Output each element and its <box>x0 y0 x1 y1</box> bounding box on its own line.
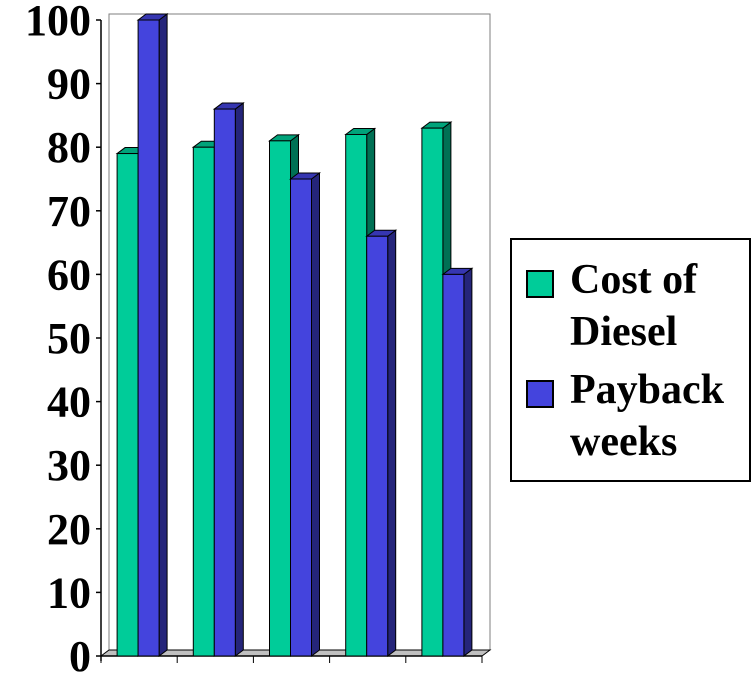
bar-payback-weeks <box>213 108 236 657</box>
y-tick-label: 30 <box>47 441 91 490</box>
bar-payback-weeks <box>366 235 389 657</box>
y-tick-label: 50 <box>47 314 91 363</box>
bar-cost-of-diesel <box>345 133 368 657</box>
legend-swatch-cost-of-diesel <box>526 270 554 298</box>
y-tick-label: 60 <box>47 250 91 299</box>
legend-label-cost-of-diesel: Cost of Diesel <box>570 257 698 355</box>
legend-label-payback-weeks: Payback weeks <box>570 367 725 465</box>
y-tick-label: 100 <box>25 0 91 45</box>
y-tick-label: 90 <box>47 60 91 109</box>
bar-side-payback-weeks <box>158 13 168 657</box>
bar-side-payback-weeks <box>311 172 320 657</box>
y-tick-label: 10 <box>47 568 91 617</box>
bar-side-payback-weeks <box>463 267 473 657</box>
bar-side-payback-weeks <box>387 229 397 657</box>
y-tick-label: 70 <box>47 187 91 236</box>
y-tick-label: 0 <box>69 632 91 677</box>
bar-cost-of-diesel <box>116 153 139 657</box>
y-tick-label: 20 <box>47 505 91 554</box>
y-tick-label: 80 <box>47 123 91 172</box>
legend-swatch-payback-weeks <box>526 380 554 408</box>
bar-cost-of-diesel <box>192 146 215 657</box>
chart-legend: Cost of Diesel Payback weeks <box>510 238 751 482</box>
bar-payback-weeks <box>442 273 465 657</box>
bar-cost-of-diesel <box>421 127 444 657</box>
bar-side-payback-weeks <box>234 102 244 657</box>
bar-payback-weeks <box>137 19 160 657</box>
bar-payback-weeks <box>290 178 312 657</box>
y-tick-label: 40 <box>47 378 91 427</box>
bar-cost-of-diesel <box>269 140 291 657</box>
